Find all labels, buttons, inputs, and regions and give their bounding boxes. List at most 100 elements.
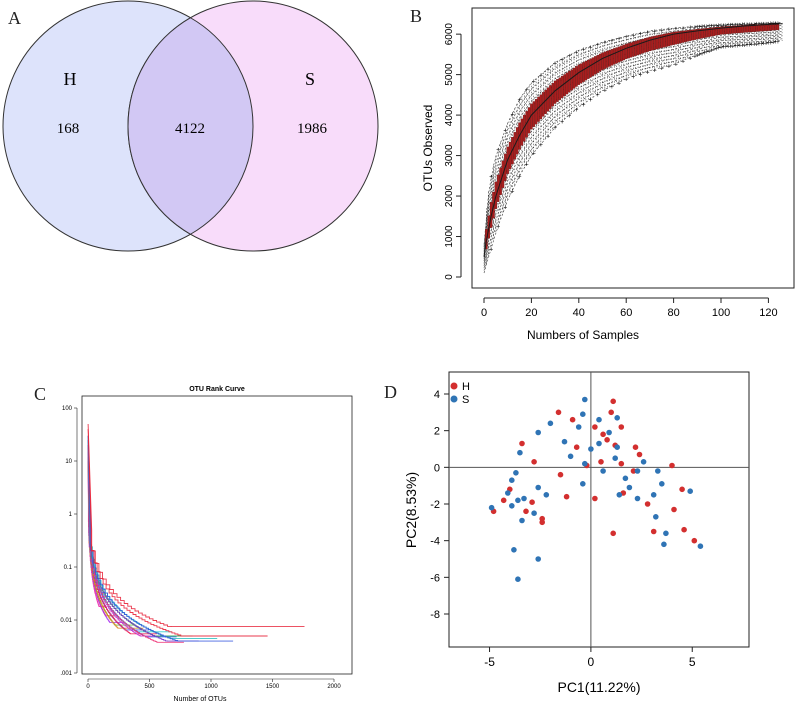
box	[579, 63, 583, 84]
outlier-mark: +	[518, 174, 522, 181]
y-tick-label: 5000	[444, 63, 455, 86]
point-h	[598, 459, 604, 465]
point-h	[569, 416, 576, 423]
outlier-mark: +	[546, 134, 550, 141]
point-s	[697, 543, 704, 549]
outlier-mark: +	[776, 39, 780, 46]
box	[705, 28, 709, 38]
outlier-mark: +	[757, 41, 761, 48]
outlier-mark: +	[539, 73, 543, 80]
box	[589, 58, 592, 78]
box	[622, 44, 626, 61]
point-s	[614, 415, 620, 421]
x-tick-label: 1000	[204, 684, 218, 690]
box	[587, 59, 590, 79]
outlier-mark: +	[496, 224, 500, 231]
box	[722, 26, 725, 35]
outlier-mark: +	[752, 21, 756, 28]
point-s	[596, 440, 602, 447]
panel-b: B ++++++++++++++++++++++++++++++++++++++…	[410, 6, 795, 342]
outlier-mark: +	[489, 174, 493, 181]
point-s	[614, 444, 620, 451]
outlier-mark: +	[740, 22, 744, 29]
x-tick-label: 5	[689, 655, 696, 669]
y-tick-label: 2000	[444, 184, 455, 207]
box	[594, 56, 597, 75]
rank-curve	[87, 429, 268, 637]
outlier-mark: +	[738, 43, 742, 50]
outlier-mark: +	[631, 33, 635, 40]
outlier-mark: +	[726, 44, 730, 51]
outlier-mark: +	[667, 64, 671, 71]
outlier-mark: +	[624, 34, 628, 41]
box	[627, 43, 630, 59]
outlier-mark: +	[560, 57, 564, 64]
box	[750, 24, 754, 33]
y-tick-label: 0	[434, 462, 440, 474]
outlier-mark: +	[581, 47, 585, 54]
y-axis-label-b: OTUs Observed	[421, 105, 435, 192]
box	[745, 24, 749, 33]
venn-count-intersection: 4122	[175, 121, 205, 137]
rank-curve	[87, 423, 305, 628]
outlier-mark: +	[717, 45, 721, 52]
point-s	[655, 468, 661, 474]
outlier-mark: +	[617, 36, 621, 43]
point-h	[618, 460, 625, 467]
box	[658, 34, 661, 49]
outlier-mark: +	[695, 24, 699, 31]
box	[556, 79, 559, 102]
point-h	[529, 499, 535, 506]
box	[648, 36, 652, 51]
venn-intersection	[127, 17, 254, 235]
outlier-mark: +	[736, 43, 740, 50]
box	[691, 29, 694, 41]
point-h	[610, 398, 616, 405]
y-tick-label: 0.01	[60, 618, 72, 624]
outlier-mark: +	[510, 111, 514, 118]
y-tick-label: 2	[434, 426, 440, 438]
point-s	[509, 503, 515, 509]
point-h	[669, 462, 675, 469]
x-tick-label: 80	[667, 307, 679, 319]
point-h	[563, 493, 570, 500]
point-h	[573, 444, 580, 451]
point-s	[488, 504, 495, 511]
axes-d: -5 0 5 4 2 0 -2 -4 -6 -8	[430, 389, 696, 669]
point-h	[681, 526, 687, 533]
x-tick-label: 40	[573, 307, 585, 319]
y-tick-label: 1000	[444, 225, 455, 248]
box	[710, 27, 713, 37]
outlier-mark: +	[532, 151, 536, 158]
point-h	[592, 424, 598, 430]
y-tick-label: 3000	[444, 144, 455, 167]
outlier-mark: +	[743, 42, 747, 49]
box	[582, 62, 585, 82]
box	[568, 71, 571, 93]
outlier-mark: +	[489, 247, 493, 254]
box	[752, 24, 756, 32]
box	[715, 27, 718, 36]
outlier-mark: +	[660, 27, 664, 34]
box	[769, 23, 773, 31]
point-h	[644, 501, 651, 507]
box	[560, 75, 564, 99]
rank-curve	[87, 456, 144, 629]
point-s	[663, 530, 669, 537]
point-h	[557, 471, 564, 478]
outlier-mark: +	[728, 43, 732, 50]
y-tick-label: -4	[430, 536, 440, 548]
outlier-mark: +	[745, 42, 749, 49]
x-tick-label: 1500	[266, 684, 280, 690]
x-tick-label: 100	[712, 307, 730, 319]
outlier-mark: +	[752, 41, 756, 48]
outlier-mark: +	[553, 125, 557, 132]
outlier-mark: +	[750, 42, 754, 49]
point-h	[636, 451, 643, 458]
y-tick-label: -6	[430, 572, 440, 584]
box	[707, 27, 711, 37]
outlier-mark: +	[693, 24, 697, 31]
panel-label-a: A	[8, 8, 21, 28]
box	[598, 53, 602, 72]
y-tick-label: 0.1	[64, 565, 73, 571]
